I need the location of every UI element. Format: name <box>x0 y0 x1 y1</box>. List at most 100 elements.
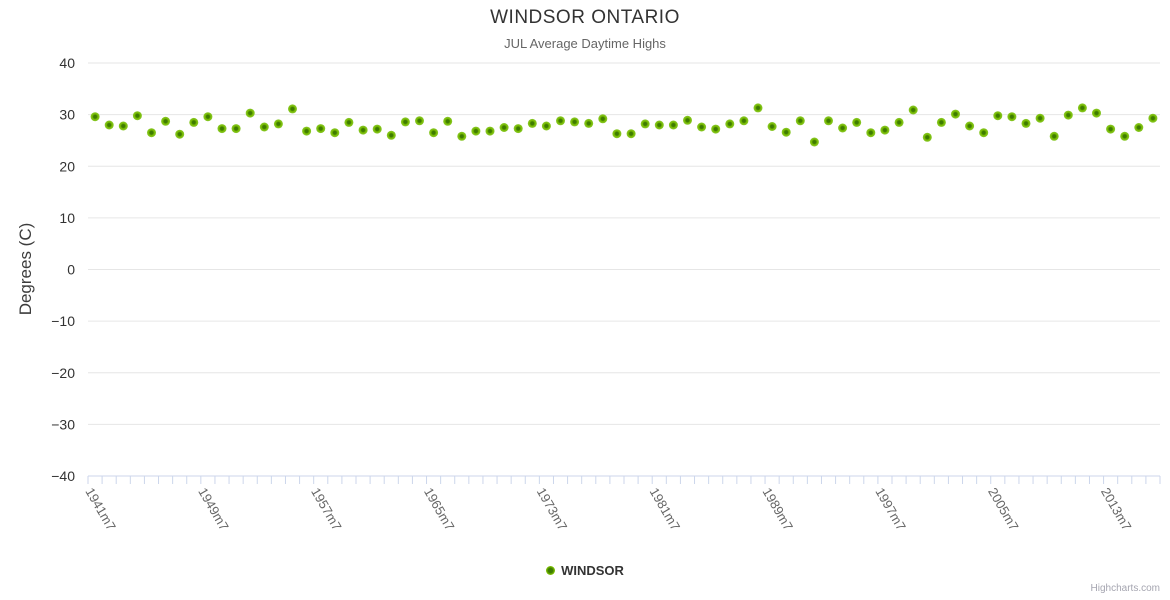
data-point[interactable] <box>288 104 297 114</box>
y-axis-label: −40 <box>51 468 75 484</box>
y-axis-label: 10 <box>59 210 75 226</box>
data-point[interactable] <box>767 122 777 131</box>
data-point[interactable] <box>1092 108 1101 118</box>
data-point[interactable] <box>485 126 495 136</box>
data-point[interactable] <box>457 131 467 141</box>
data-point[interactable] <box>259 122 269 132</box>
data-point[interactable] <box>358 125 368 135</box>
data-point[interactable] <box>1106 124 1116 134</box>
data-point[interactable] <box>951 109 960 119</box>
data-point[interactable] <box>1063 110 1073 120</box>
data-point[interactable] <box>1120 131 1130 141</box>
data-point[interactable] <box>541 121 551 131</box>
data-point[interactable] <box>471 126 481 136</box>
data-point[interactable] <box>132 111 142 121</box>
data-point[interactable] <box>739 116 749 126</box>
data-point[interactable] <box>612 129 622 139</box>
data-point[interactable] <box>1021 118 1031 128</box>
data-point[interactable] <box>217 124 227 134</box>
data-point[interactable] <box>894 117 904 127</box>
data-point[interactable] <box>584 118 594 128</box>
data-point[interactable] <box>838 123 848 133</box>
data-point[interactable] <box>626 129 636 139</box>
data-point[interactable] <box>527 118 537 128</box>
data-point[interactable] <box>245 108 255 118</box>
data-point[interactable] <box>824 116 833 126</box>
data-point[interactable] <box>908 105 918 115</box>
chart-title: WINDSOR ONTARIO <box>490 7 680 28</box>
data-point[interactable] <box>866 128 876 138</box>
x-axis-label: 1973m7 <box>534 485 570 533</box>
x-axis-label: 1941m7 <box>82 485 118 533</box>
data-point[interactable] <box>372 124 382 134</box>
data-point[interactable] <box>1148 113 1158 123</box>
data-point[interactable] <box>1007 112 1017 122</box>
data-point[interactable] <box>936 117 946 127</box>
data-point[interactable] <box>795 116 805 126</box>
data-point[interactable] <box>1134 123 1144 132</box>
x-axis-label: 1981m7 <box>647 485 683 533</box>
data-point[interactable] <box>711 124 721 134</box>
legend-item-windsor[interactable]: WINDSOR <box>561 563 624 578</box>
data-point[interactable] <box>922 132 932 142</box>
x-axis-label: 1949m7 <box>195 485 231 533</box>
data-point[interactable] <box>231 124 241 134</box>
data-point[interactable] <box>203 112 213 122</box>
data-point[interactable] <box>880 125 890 135</box>
data-point[interactable] <box>570 117 580 127</box>
legend: WINDSOR <box>0 563 1170 578</box>
data-point[interactable] <box>697 122 707 132</box>
data-point[interactable] <box>556 116 565 126</box>
data-point[interactable] <box>965 121 975 131</box>
data-point[interactable] <box>443 116 453 126</box>
data-point[interactable] <box>302 126 312 136</box>
data-point[interactable] <box>175 129 185 139</box>
data-point[interactable] <box>781 127 791 137</box>
x-axis-label: 1965m7 <box>421 485 457 533</box>
y-axis-label: −20 <box>51 365 75 381</box>
data-point[interactable] <box>513 124 523 134</box>
data-point[interactable] <box>189 117 199 127</box>
data-point[interactable] <box>979 128 989 138</box>
data-point[interactable] <box>683 115 692 125</box>
y-axis-label: −30 <box>51 416 75 432</box>
data-point[interactable] <box>1077 103 1087 113</box>
highcharts-credits-link[interactable]: Highcharts.com <box>1090 583 1160 594</box>
x-axis-label: 2013m7 <box>1098 485 1134 533</box>
data-point[interactable] <box>415 116 424 126</box>
legend-marker-icon <box>546 566 556 575</box>
data-point[interactable] <box>499 123 509 132</box>
data-point[interactable] <box>273 119 283 129</box>
data-point[interactable] <box>1049 131 1059 141</box>
x-axis-label: 2005m7 <box>985 485 1021 533</box>
y-axis-label: −10 <box>51 313 75 329</box>
data-point[interactable] <box>640 119 650 129</box>
chart-subtitle: JUL Average Daytime Highs <box>504 36 666 51</box>
data-point[interactable] <box>429 128 439 138</box>
data-point[interactable] <box>725 119 735 129</box>
data-point[interactable] <box>118 121 128 131</box>
data-point[interactable] <box>90 112 100 122</box>
data-point[interactable] <box>386 130 396 140</box>
y-axis-label: 40 <box>59 55 75 71</box>
data-point[interactable] <box>147 128 156 138</box>
data-point[interactable] <box>993 111 1003 121</box>
data-point[interactable] <box>344 117 354 127</box>
data-point[interactable] <box>1035 113 1045 123</box>
x-axis-label: 1989m7 <box>760 485 796 533</box>
data-point[interactable] <box>104 120 114 130</box>
data-point[interactable] <box>852 117 862 127</box>
data-point[interactable] <box>598 114 608 124</box>
data-point[interactable] <box>316 124 326 134</box>
data-point[interactable] <box>400 117 410 127</box>
data-point[interactable] <box>668 120 678 130</box>
data-point[interactable] <box>161 116 171 126</box>
data-point[interactable] <box>654 120 664 130</box>
data-point[interactable] <box>753 103 763 113</box>
x-axis-label: 1957m7 <box>308 485 344 533</box>
data-point[interactable] <box>330 128 340 138</box>
y-axis-label: 20 <box>59 158 75 174</box>
data-point[interactable] <box>809 137 819 147</box>
